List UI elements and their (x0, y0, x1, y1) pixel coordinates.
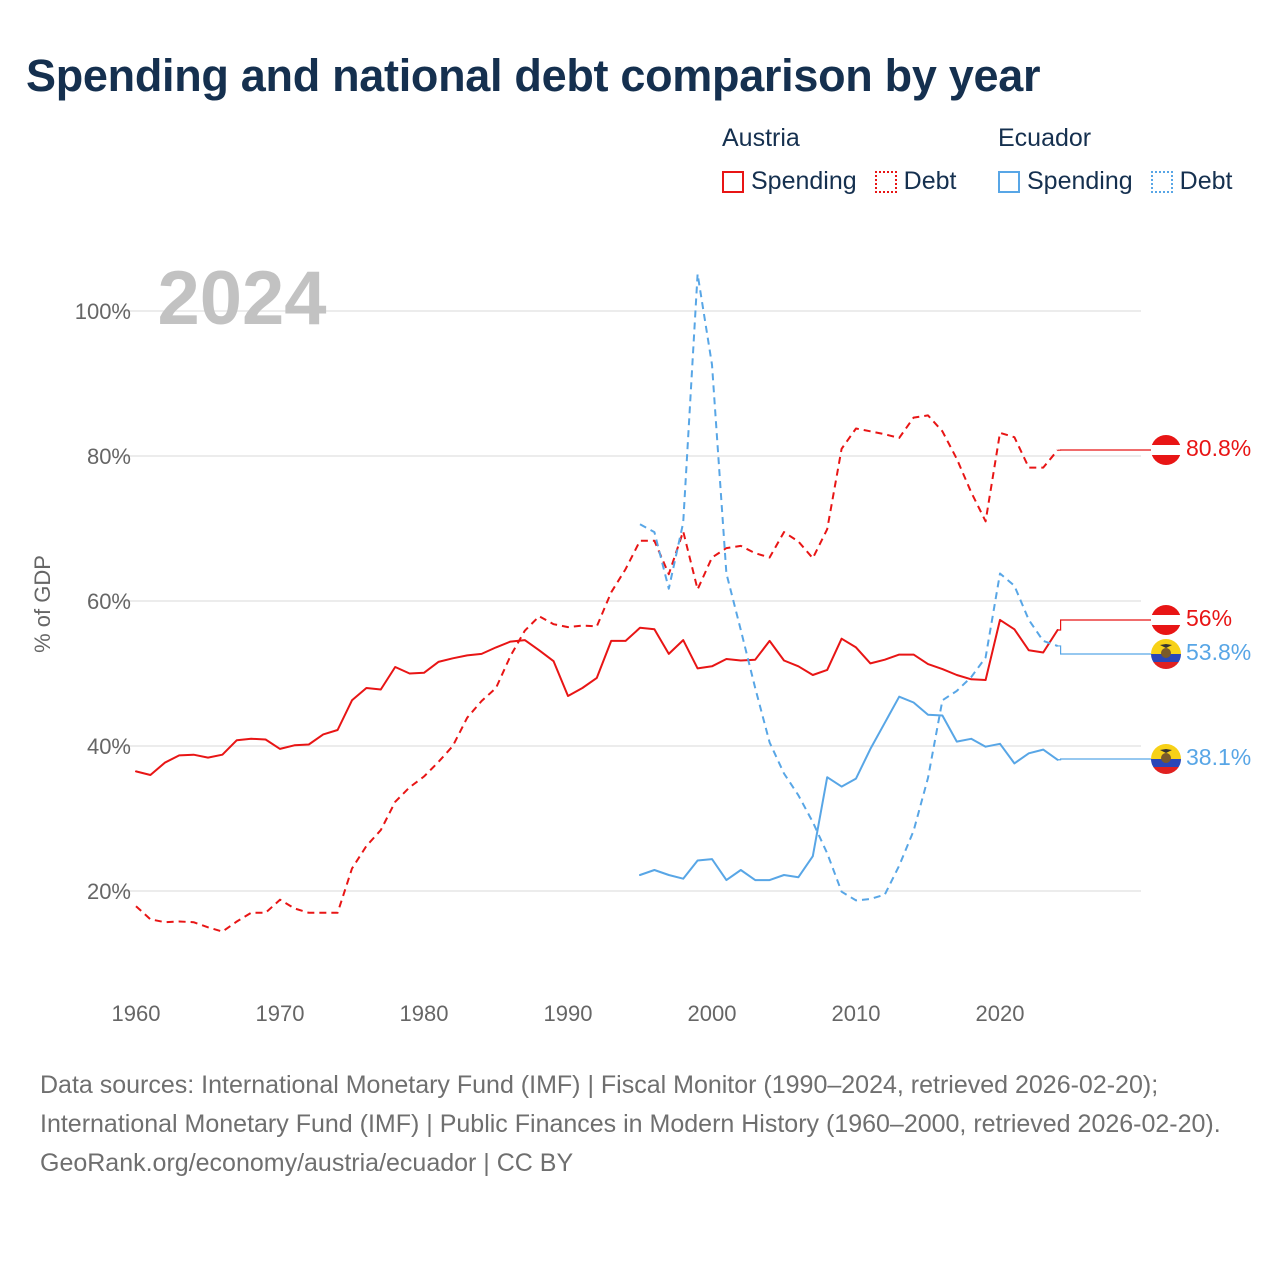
x-tick-label: 2010 (832, 1001, 881, 1026)
ecuador-flag-icon (1151, 639, 1181, 669)
end-label-connector (1057, 619, 1151, 631)
legend-item-austria-spending[interactable]: Spending (722, 167, 857, 196)
x-tick-label: 1960 (112, 1001, 161, 1026)
y-tick-label: 20% (87, 879, 131, 904)
legend-label: Spending (1027, 167, 1133, 195)
legend-item-austria-debt[interactable]: Debt (874, 167, 957, 196)
end-label-connector (1057, 758, 1151, 761)
legend-label: Debt (903, 167, 957, 195)
y-tick-label: 60% (87, 589, 131, 614)
y-tick-label: 40% (87, 734, 131, 759)
x-tick-label: 1980 (400, 1001, 449, 1026)
credit-line: GeoRank.org/economy/austria/ecuador | CC… (40, 1149, 574, 1177)
end-label-ecuador-debt: 53.8% (1186, 639, 1251, 665)
legend-label: Spending (751, 167, 857, 195)
legend-country-ecuador: Ecuador (998, 124, 1092, 152)
ecuador-flag-icon (1151, 744, 1181, 774)
data-sources-note: Data sources: International Monetary Fun… (40, 1071, 1221, 1138)
x-tick-label: 1970 (256, 1001, 305, 1026)
series-line-ecuador-debt[interactable] (639, 273, 1058, 902)
legend-label: Debt (1179, 167, 1233, 195)
end-label-ecuador-spending: 38.1% (1186, 744, 1251, 770)
austria-flag-icon (1151, 605, 1181, 635)
legend-country-austria: Austria (722, 124, 800, 152)
year-watermark: 2024 (157, 256, 326, 341)
y-tick-label: 100% (75, 299, 131, 324)
legend-swatch-ecuador-debt (1150, 170, 1173, 193)
austria-flag-icon (1151, 435, 1181, 465)
legend-item-ecuador-debt[interactable]: Debt (1150, 167, 1233, 196)
legend-swatch-austria-spending (722, 170, 744, 193)
end-label-austria-debt: 80.8% (1186, 435, 1251, 461)
legend-swatch-ecuador-spending (998, 170, 1020, 193)
x-tick-label: 1990 (544, 1001, 593, 1026)
series-line-austria-spending[interactable] (135, 618, 1059, 776)
y-axis-title: % of GDP (30, 555, 55, 653)
series-line-ecuador-spending[interactable] (639, 695, 1059, 882)
x-tick-label: 2020 (976, 1001, 1025, 1026)
footer: Data sources: International Monetary Fun… (40, 1066, 1240, 1183)
legend-swatch-austria-debt (874, 170, 897, 193)
series-line-austria-debt[interactable] (135, 414, 1059, 933)
y-tick-label: 80% (87, 444, 131, 469)
legend-item-ecuador-spending[interactable]: Spending (998, 167, 1133, 196)
end-label-austria-spending: 56% (1186, 605, 1232, 631)
line-chart: 2024 20% 40% 60% 80% 100% 1960 1970 1980 1990 20… (30, 256, 1251, 1026)
legend-group-ecuador: Ecuador Spending Debt (998, 124, 1232, 196)
x-tick-label: 2000 (688, 1001, 737, 1026)
end-label-connector (1057, 645, 1151, 655)
chart-title: Spending and national debt comparison by… (26, 50, 1041, 101)
legend-group-austria: Austria Spending Debt (722, 124, 956, 196)
